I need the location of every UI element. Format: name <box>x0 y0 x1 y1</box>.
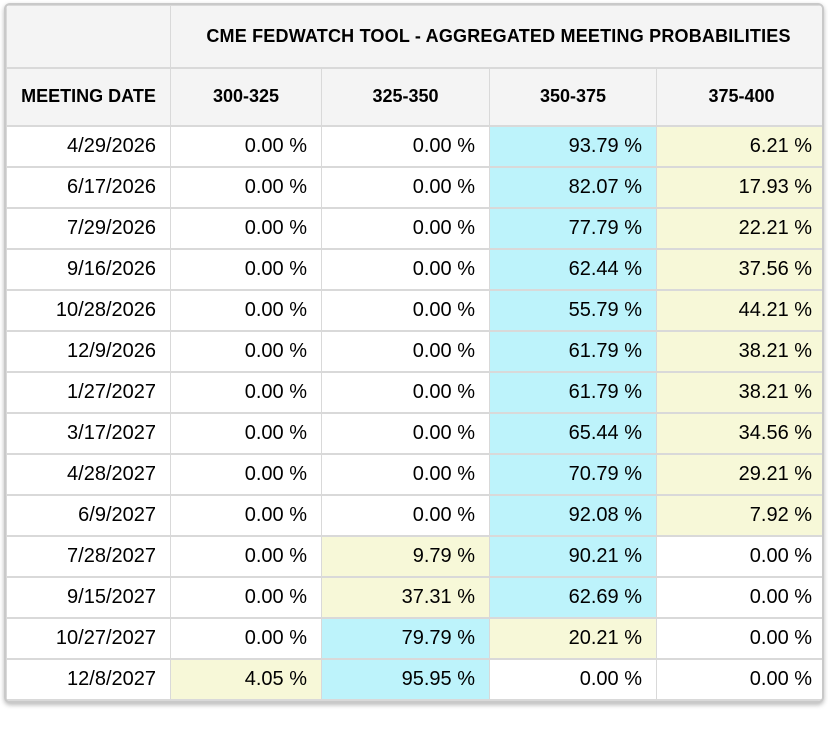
meeting-date-cell: 6/9/2027 <box>6 494 171 537</box>
probability-cell: 0.00 % <box>321 453 490 496</box>
probability-cell: 6.21 % <box>655 125 822 168</box>
table-body: 4/29/2026 0.00 % 0.00 % 93.79 % 6.21 % 6/17/2… <box>6 125 822 701</box>
probability-cell: 0.00 % <box>321 412 490 455</box>
table-row: 4/29/2026 0.00 % 0.00 % 93.79 % 6.21 % <box>6 125 822 168</box>
probability-cell: 7.92 % <box>655 494 822 537</box>
col-header-300-325: 300-325 <box>170 67 322 127</box>
meeting-date-cell: 1/27/2027 <box>6 371 171 414</box>
probability-cell: 55.79 % <box>489 289 657 332</box>
probability-cell: 0.00 % <box>170 207 322 250</box>
probability-cell: 0.00 % <box>170 453 322 496</box>
table-row: 1/27/2027 0.00 % 0.00 % 61.79 % 38.21 % <box>6 371 822 414</box>
col-header-meeting-date: MEETING DATE <box>6 67 171 127</box>
probability-cell: 62.44 % <box>489 248 657 291</box>
probability-cell: 0.00 % <box>655 535 822 578</box>
probability-cell: 0.00 % <box>655 576 822 619</box>
meeting-date-cell: 12/9/2026 <box>6 330 171 373</box>
probability-cell: 0.00 % <box>170 535 322 578</box>
meeting-date-cell: 10/28/2026 <box>6 289 171 332</box>
probability-cell: 0.00 % <box>321 289 490 332</box>
corner-cell <box>6 5 171 69</box>
probability-cell: 37.31 % <box>321 576 490 619</box>
probability-cell: 0.00 % <box>170 125 322 168</box>
probability-cell: 79.79 % <box>321 617 490 660</box>
probability-cell: 0.00 % <box>170 166 322 209</box>
probability-cell: 29.21 % <box>655 453 822 496</box>
probability-cell: 77.79 % <box>489 207 657 250</box>
probability-cell: 93.79 % <box>489 125 657 168</box>
meeting-date-cell: 4/29/2026 <box>6 125 171 168</box>
probability-cell: 34.56 % <box>655 412 822 455</box>
fedwatch-table-card: CME FEDWATCH TOOL - AGGREGATED MEETING P… <box>4 3 824 703</box>
col-header-350-375: 350-375 <box>489 67 657 127</box>
table-row: 6/9/2027 0.00 % 0.00 % 92.08 % 7.92 % <box>6 494 822 537</box>
probability-cell: 17.93 % <box>655 166 822 209</box>
meeting-date-cell: 3/17/2027 <box>6 412 171 455</box>
table-row: 6/17/2026 0.00 % 0.00 % 82.07 % 17.93 % <box>6 166 822 209</box>
table-head: CME FEDWATCH TOOL - AGGREGATED MEETING P… <box>6 5 822 127</box>
meeting-date-cell: 7/29/2026 <box>6 207 171 250</box>
probability-cell: 4.05 % <box>170 658 322 701</box>
probability-cell: 0.00 % <box>321 125 490 168</box>
table-title: CME FEDWATCH TOOL - AGGREGATED MEETING P… <box>169 5 822 69</box>
probability-cell: 0.00 % <box>170 330 322 373</box>
col-header-375-400: 375-400 <box>655 67 822 127</box>
probability-cell: 61.79 % <box>489 371 657 414</box>
probability-cell: 22.21 % <box>655 207 822 250</box>
probability-cell: 90.21 % <box>489 535 657 578</box>
probability-cell: 82.07 % <box>489 166 657 209</box>
probability-cell: 0.00 % <box>321 330 490 373</box>
probability-cell: 0.00 % <box>321 166 490 209</box>
probability-cell: 70.79 % <box>489 453 657 496</box>
table-row: 4/28/2027 0.00 % 0.00 % 70.79 % 29.21 % <box>6 453 822 496</box>
meeting-date-cell: 9/15/2027 <box>6 576 171 619</box>
probability-cell: 20.21 % <box>489 617 657 660</box>
probability-cell: 0.00 % <box>321 207 490 250</box>
table-row: 7/29/2026 0.00 % 0.00 % 77.79 % 22.21 % <box>6 207 822 250</box>
probability-cell: 37.56 % <box>655 248 822 291</box>
table-row: 12/8/2027 4.05 % 95.95 % 0.00 % 0.00 % <box>6 658 822 701</box>
probability-cell: 0.00 % <box>170 494 322 537</box>
probability-cell: 0.00 % <box>321 248 490 291</box>
meeting-date-cell: 9/16/2026 <box>6 248 171 291</box>
probability-cell: 0.00 % <box>170 412 322 455</box>
table-row: 12/9/2026 0.00 % 0.00 % 61.79 % 38.21 % <box>6 330 822 373</box>
title-row: CME FEDWATCH TOOL - AGGREGATED MEETING P… <box>6 5 822 69</box>
table-row: 10/28/2026 0.00 % 0.00 % 55.79 % 44.21 % <box>6 289 822 332</box>
table-row: 7/28/2027 0.00 % 9.79 % 90.21 % 0.00 % <box>6 535 822 578</box>
table-row: 10/27/2027 0.00 % 79.79 % 20.21 % 0.00 % <box>6 617 822 660</box>
probability-cell: 0.00 % <box>170 289 322 332</box>
probability-cell: 0.00 % <box>655 617 822 660</box>
probability-cell: 38.21 % <box>655 371 822 414</box>
meeting-date-cell: 4/28/2027 <box>6 453 171 496</box>
probability-cell: 0.00 % <box>321 494 490 537</box>
probability-cell: 61.79 % <box>489 330 657 373</box>
probability-cell: 92.08 % <box>489 494 657 537</box>
probability-cell: 0.00 % <box>655 658 822 701</box>
column-header-row: MEETING DATE 300-325 325-350 350-375 375… <box>6 67 822 127</box>
probability-cell: 65.44 % <box>489 412 657 455</box>
probability-cell: 9.79 % <box>321 535 490 578</box>
col-header-325-350: 325-350 <box>321 67 490 127</box>
meeting-date-cell: 12/8/2027 <box>6 658 171 701</box>
meeting-date-cell: 7/28/2027 <box>6 535 171 578</box>
probability-cell: 0.00 % <box>170 248 322 291</box>
probability-cell: 38.21 % <box>655 330 822 373</box>
probability-cell: 0.00 % <box>321 371 490 414</box>
probability-cell: 0.00 % <box>170 371 322 414</box>
probability-cell: 95.95 % <box>321 658 490 701</box>
table-row: 9/16/2026 0.00 % 0.00 % 62.44 % 37.56 % <box>6 248 822 291</box>
meeting-date-cell: 10/27/2027 <box>6 617 171 660</box>
probability-cell: 62.69 % <box>489 576 657 619</box>
probability-cell: 44.21 % <box>655 289 822 332</box>
table-row: 3/17/2027 0.00 % 0.00 % 65.44 % 34.56 % <box>6 412 822 455</box>
probability-cell: 0.00 % <box>170 576 322 619</box>
aggregated-probabilities-table: CME FEDWATCH TOOL - AGGREGATED MEETING P… <box>6 5 822 701</box>
probability-cell: 0.00 % <box>489 658 657 701</box>
probability-cell: 0.00 % <box>170 617 322 660</box>
table-row: 9/15/2027 0.00 % 37.31 % 62.69 % 0.00 % <box>6 576 822 619</box>
meeting-date-cell: 6/17/2026 <box>6 166 171 209</box>
